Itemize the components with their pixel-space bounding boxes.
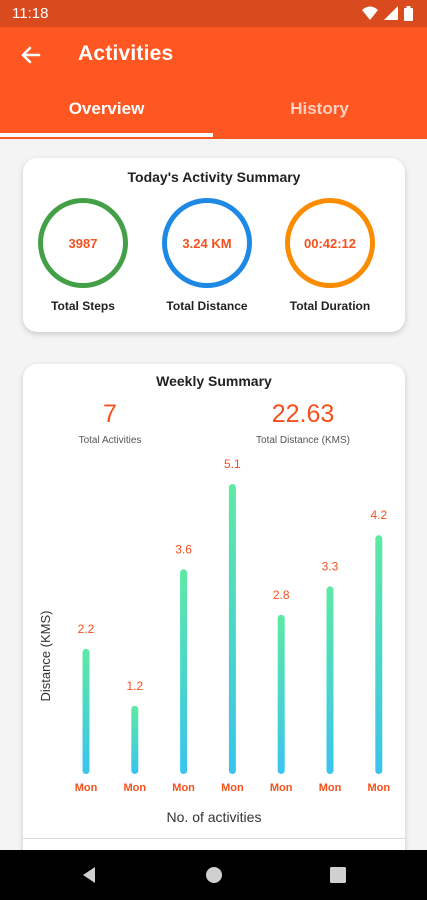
duration-ring: 00:42:12: [285, 198, 375, 288]
system-nav-bar: [0, 850, 427, 900]
bar-2: [180, 569, 188, 774]
bar-value-label-3: 5.1: [224, 457, 241, 471]
battery-icon: [404, 5, 413, 21]
total-activities-value: 7: [103, 400, 117, 428]
arrow-left-icon: [21, 46, 41, 64]
x-tick-label-5: Mon: [319, 782, 342, 794]
steps-ring: 3987: [38, 198, 128, 288]
bar-value-label-2: 3.6: [175, 542, 192, 556]
distance-value: 3.24 KM: [182, 235, 232, 251]
signal-icon: [384, 6, 398, 20]
tab-indicator: [0, 133, 213, 137]
page-title: Activities: [78, 42, 174, 65]
today-summary-card: Today's Activity Summary 3987 3.24 KM 00…: [23, 158, 405, 332]
x-tick-label-1: Mon: [123, 782, 146, 794]
duration-value: 00:42:12: [303, 235, 357, 251]
x-tick-label-6: Mon: [367, 782, 390, 794]
bar-value-label-5: 3.3: [322, 559, 339, 573]
y-axis-label: Distance (KMS): [38, 610, 53, 701]
bar-6: [375, 535, 383, 774]
weekly-summary-card: Weekly Summary 7 Total Activities 22.63 …: [23, 364, 405, 864]
divider: [23, 838, 405, 839]
bar-4: [277, 614, 285, 774]
home-nav-icon[interactable]: [204, 865, 224, 885]
x-axis-label: No. of activities: [167, 809, 262, 825]
back-nav-icon[interactable]: [80, 865, 100, 885]
bar-value-label-1: 1.2: [126, 679, 143, 693]
today-summary-title: Today's Activity Summary: [127, 169, 301, 185]
bar-value-label-6: 4.2: [370, 508, 387, 522]
chart-marks: 2.2 Mon 1.2 Mon 3.6 Mon 5.1 Mon 2.8 Mon 3.3 Mon 4.2 M…: [75, 457, 391, 794]
steps-label: Total Steps: [51, 299, 115, 313]
x-tick-label-0: Mon: [75, 782, 98, 794]
x-tick-label-4: Mon: [270, 782, 293, 794]
total-distance-value: 22.63: [271, 400, 335, 428]
wifi-icon: [362, 6, 378, 20]
bar-5: [326, 586, 334, 774]
total-distance-label: Total Distance (KMS): [256, 435, 350, 446]
steps-value: 3987: [68, 235, 98, 251]
distance-ring: 3.24 KM: [162, 198, 252, 288]
total-activities-label: Total Activities: [78, 435, 142, 446]
status-bar: 11:18: [0, 0, 427, 27]
x-tick-label-2: Mon: [172, 782, 195, 794]
bar-1: [131, 705, 139, 774]
bar-value-label-0: 2.2: [78, 622, 95, 636]
app-bar: Activities Overview History: [0, 27, 427, 139]
tab-overview[interactable]: Overview: [68, 99, 145, 118]
bar-0: [82, 648, 90, 774]
back-button[interactable]: [14, 38, 48, 72]
tab-history[interactable]: History: [290, 99, 349, 118]
bar-3: [228, 484, 236, 774]
weekly-distance-chart: Distance (KMS) No. of activities 2.2 Mon 1…: [38, 457, 391, 825]
recents-nav-icon[interactable]: [328, 865, 348, 885]
duration-label: Total Duration: [289, 299, 371, 313]
weekly-summary-title: Weekly Summary: [156, 373, 272, 389]
distance-label: Total Distance: [166, 299, 248, 313]
status-time: 11:18: [12, 5, 49, 22]
x-tick-label-3: Mon: [221, 782, 244, 794]
bar-value-label-4: 2.8: [273, 588, 290, 602]
status-icons: [362, 5, 413, 21]
